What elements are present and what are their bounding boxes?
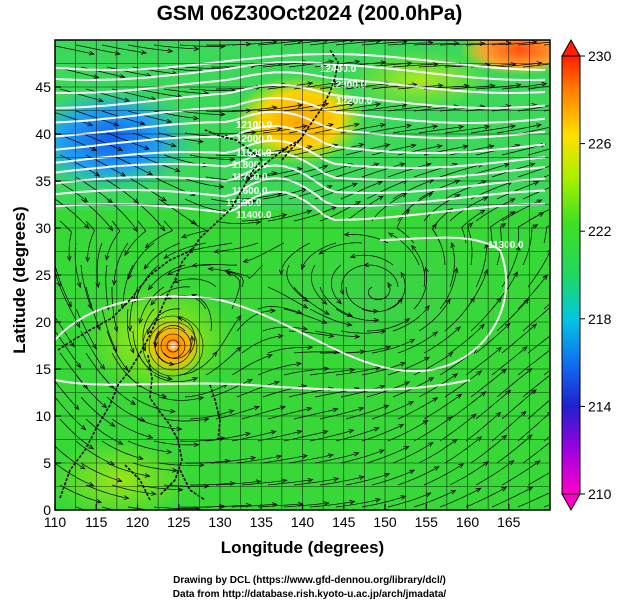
contour-label: 11300.0 — [488, 240, 524, 251]
contour-label: 11400.0 — [236, 210, 272, 221]
x-tick-label: 130 — [208, 514, 232, 530]
y-tick-label: 0 — [43, 502, 51, 518]
colorbar-tick-label: 218 — [588, 311, 612, 327]
colorbar: 210 214 218 222 226 230 — [561, 38, 612, 512]
y-tick-label: 20 — [35, 314, 51, 330]
y-tick-label: 15 — [35, 361, 51, 377]
credit-line-1: Drawing by DCL (https://www.gfd-dennou.o… — [173, 575, 446, 586]
x-tick-label: 125 — [167, 514, 191, 530]
y-tick-label: 25 — [35, 267, 51, 283]
x-tick-label: 165 — [497, 514, 521, 530]
grid — [55, 40, 550, 510]
y-tick-label: 45 — [35, 79, 51, 95]
contour-label: 11600.0 — [232, 186, 268, 197]
y-tick-label: 5 — [43, 455, 51, 471]
contour-label: 12300.0 — [330, 80, 367, 91]
x-tick-label: 150 — [373, 514, 397, 530]
contour-label: 12100.0 — [236, 120, 273, 131]
contour-label: 11800.0 — [232, 160, 268, 171]
x-tick-label: 135 — [250, 514, 274, 530]
x-tick-label: 160 — [456, 514, 480, 530]
x-tick-label: 115 — [85, 514, 108, 530]
x-tick-label: 155 — [415, 514, 439, 530]
x-axis: 110 115 120 125 130 135 140 145 150 155 160 165 — [44, 504, 521, 530]
contour-label: 12400.0 — [320, 64, 357, 75]
y-axis-label: Latitude (degrees) — [10, 206, 29, 354]
x-tick-label: 140 — [291, 514, 315, 530]
contour-label: 12200.0 — [336, 96, 373, 107]
y-tick-label: 40 — [35, 126, 51, 142]
colorbar-tick-label: 210 — [588, 486, 612, 502]
credit-line-2: Data from http://database.rish.kyoto-u.a… — [172, 589, 447, 600]
y-tick-label: 30 — [35, 220, 51, 236]
contour-label: 12000.0 — [236, 134, 273, 145]
colorbar-tick-label: 222 — [588, 223, 612, 239]
x-tick-label: 120 — [126, 514, 150, 530]
y-tick-label: 10 — [35, 408, 51, 424]
map-title: GSM 06Z30Oct2024 (200.0hPa) — [156, 2, 463, 25]
colorbar-tick-label: 230 — [588, 48, 612, 64]
colorbar-tick-label: 214 — [588, 398, 612, 414]
x-tick-label: 145 — [332, 514, 356, 530]
x-tick-label: 110 — [44, 514, 67, 530]
y-tick-label: 35 — [35, 173, 51, 189]
map-field: 12400.012300.012200.012100.012000.011900… — [55, 40, 550, 510]
contour-label: 11500.0 — [226, 198, 262, 209]
colorbar-tick-label: 226 — [588, 136, 612, 152]
x-axis-label: Longitude (degrees) — [220, 538, 385, 557]
coastlines — [57, 49, 339, 501]
y-axis: 0 5 10 15 20 25 30 35 40 45 — [35, 79, 61, 518]
contour-label: 11700.0 — [232, 172, 268, 183]
